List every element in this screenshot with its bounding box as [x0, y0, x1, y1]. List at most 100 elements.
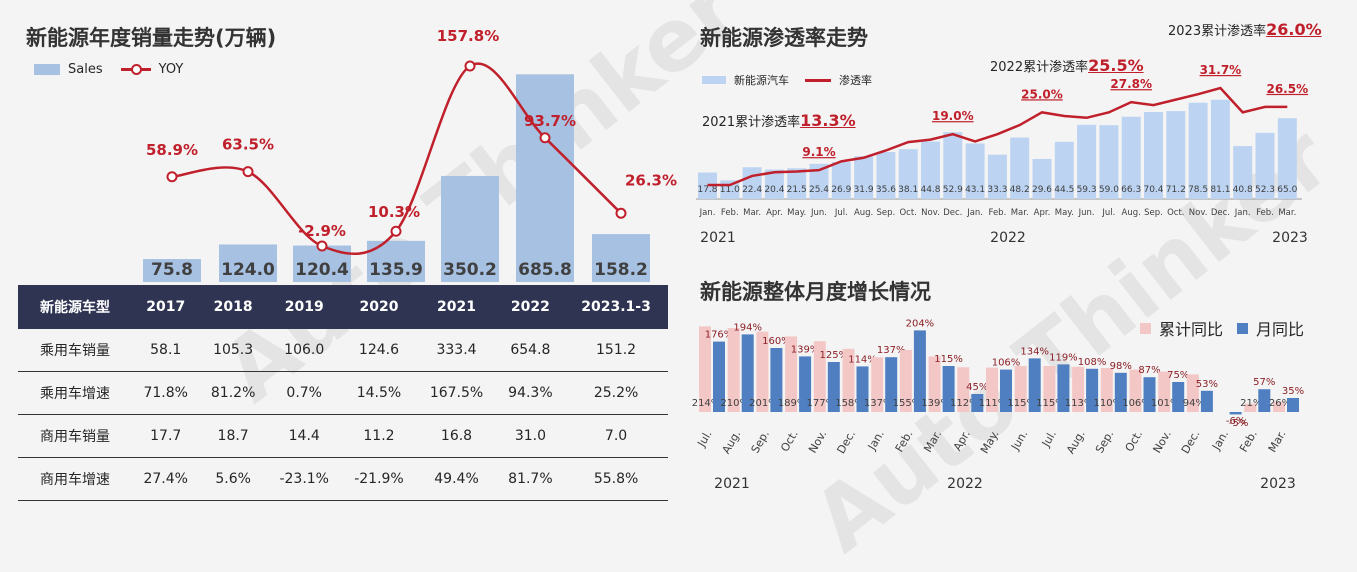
penetration-month-label: Feb.: [1256, 208, 1274, 218]
penetration-bar: [1099, 125, 1119, 199]
monthly-yoy-label: 108%: [1078, 357, 1107, 368]
monthly-yoy-bar: [741, 334, 754, 412]
monthly-yoy-label: 115%: [934, 354, 963, 365]
monthly-yoy-label: 160%: [762, 336, 791, 347]
table-cell: 乘用车销量: [18, 329, 132, 372]
growth-month-label: Jul.: [694, 428, 714, 450]
penetration-legend-bar-swatch: [702, 76, 726, 84]
penetration-bar-label: 43.1: [965, 185, 985, 195]
growth-year-label: 2022: [947, 476, 983, 492]
monthly-yoy-bar: [942, 366, 955, 412]
penetration-month-label: Dec.: [1211, 208, 1230, 218]
table-cell: 11.2: [341, 414, 417, 458]
yoy-point: [615, 207, 627, 219]
penetration-month-label: Oct.: [1167, 208, 1184, 218]
growth-month-label: Aug.: [1064, 428, 1088, 456]
monthly-yoy-label: 75%: [1167, 370, 1189, 381]
monthly-yoy-bar: [1143, 377, 1156, 412]
cumulative-yoy-bar: [1129, 369, 1142, 412]
growth-month-label: Mar.: [921, 428, 944, 455]
monthly-yoy-bar: [971, 394, 984, 412]
growth-month-label: Oct.: [778, 428, 801, 454]
monthly-yoy-label: 119%: [1049, 352, 1078, 363]
cumulative-yoy-bar: [899, 350, 912, 412]
monthly-yoy-bar: [1229, 412, 1242, 415]
cumulative-yoy-bar: [813, 341, 826, 412]
growth-legend-cum-swatch: [1140, 322, 1151, 334]
cumulative-yoy-bar: [1014, 366, 1027, 412]
cumulative-yoy-bar: [842, 348, 855, 412]
cumulative-yoy-label: 139%: [921, 398, 950, 409]
penetration-bar: [764, 169, 784, 199]
penetration-bar-label: 21.5: [787, 185, 807, 195]
penetration-bar: [1233, 146, 1253, 199]
cumulative-yoy-bar: [928, 356, 941, 412]
penetration-bar: [1188, 102, 1208, 199]
cumulative-yoy-bar: [785, 336, 798, 412]
yoy-value-label: 157.8%: [437, 27, 499, 45]
cumulative-yoy-label: 113%: [1065, 398, 1094, 409]
penetration-month-label: Jun.: [810, 208, 827, 218]
penetration-month-label: Nov.: [921, 208, 940, 218]
cumulative-yoy-label: 214%: [692, 398, 721, 409]
penetration-bar: [1166, 111, 1186, 199]
penetration-month-label: Sep.: [1144, 208, 1163, 218]
penetration-rate-label: 26.5%: [1266, 82, 1308, 96]
penetration-bar: [876, 152, 896, 199]
yoy-value-label: 26.3%: [625, 171, 677, 189]
cum-2021-note: 2021累计渗透率13.3%: [702, 111, 856, 130]
table-cell: 17.7: [132, 414, 200, 458]
yoy-value-label: 63.5%: [222, 136, 274, 154]
cum-2022-label: 2022累计渗透率: [990, 60, 1089, 75]
monthly-yoy-bar: [827, 362, 840, 412]
table-header: 2021: [416, 285, 497, 329]
yoy-point: [539, 132, 551, 144]
cum-2023-label: 2023累计渗透率: [1168, 24, 1267, 39]
monthly-yoy-bar: [770, 348, 783, 412]
cumulative-yoy-bar: [986, 367, 998, 412]
penetration-bar: [1277, 118, 1297, 199]
cumulative-yoy-label: 110%: [1094, 398, 1123, 409]
monthly-yoy-label: 125%: [820, 350, 849, 361]
penetration-legend: 新能源汽车 渗透率: [702, 72, 872, 88]
cumulative-yoy-bar: [957, 367, 970, 412]
cumulative-yoy-label: 112%: [950, 398, 979, 409]
cum-2023-note: 2023累计渗透率26.0%: [1168, 20, 1322, 39]
table-cell: 31.0: [496, 414, 565, 458]
table-row: 商用车增速 27.4% 5.6% -23.1% -21.9% 49.4% 81.…: [18, 457, 668, 501]
penetration-bar: [787, 168, 807, 199]
cumulative-yoy-bar: [699, 326, 711, 412]
monthly-yoy-bar: [913, 330, 926, 412]
growth-month-label: Sep.: [1093, 428, 1116, 455]
penetration-bar-label: 59.0: [1099, 185, 1119, 195]
table-header: 2019: [266, 285, 342, 329]
penetration-rate-label: 31.7%: [1200, 63, 1242, 77]
monthly-yoy-label: 45%: [966, 382, 988, 393]
growth-month-label: Feb.: [893, 428, 916, 454]
penetration-rate-label: 19.0%: [932, 109, 974, 123]
cumulative-yoy-bar: [756, 331, 769, 412]
cumulative-yoy-bar: [1158, 371, 1171, 412]
cum-2021-label: 2021累计渗透率: [702, 115, 801, 130]
penetration-bar-label: 65.0: [1277, 185, 1297, 195]
monthly-yoy-label: 106%: [992, 358, 1021, 369]
penetration-bar: [921, 141, 940, 199]
table-cell: 14.4: [266, 414, 342, 458]
sales-chart-title: 新能源年度销量走势(万辆): [26, 26, 277, 50]
cumulative-yoy-label: 106%: [1122, 398, 1151, 409]
yoy-value-label: 58.9%: [146, 141, 198, 159]
penetration-line: [707, 86, 1288, 187]
cumulative-yoy-label: 111%: [979, 398, 1008, 409]
table-cell: 71.8%: [132, 371, 200, 415]
sales-value-label: 685.8: [518, 260, 572, 280]
table-header: 2017: [132, 285, 200, 329]
monthly-yoy-label: 87%: [1138, 365, 1160, 376]
growth-chart-title: 新能源整体月度增长情况: [700, 280, 931, 304]
monthly-yoy-bar: [885, 357, 898, 412]
monthly-yoy-bar: [1287, 398, 1299, 412]
penetration-bar: [1144, 112, 1163, 199]
table-row: 乘用车销量 58.1 105.3 106.0 124.6 333.4 654.8…: [18, 329, 668, 372]
monthly-yoy-bar: [1000, 369, 1012, 412]
table-cell: 0.7%: [266, 371, 342, 415]
yoy-legend-label: YOY: [158, 62, 184, 77]
